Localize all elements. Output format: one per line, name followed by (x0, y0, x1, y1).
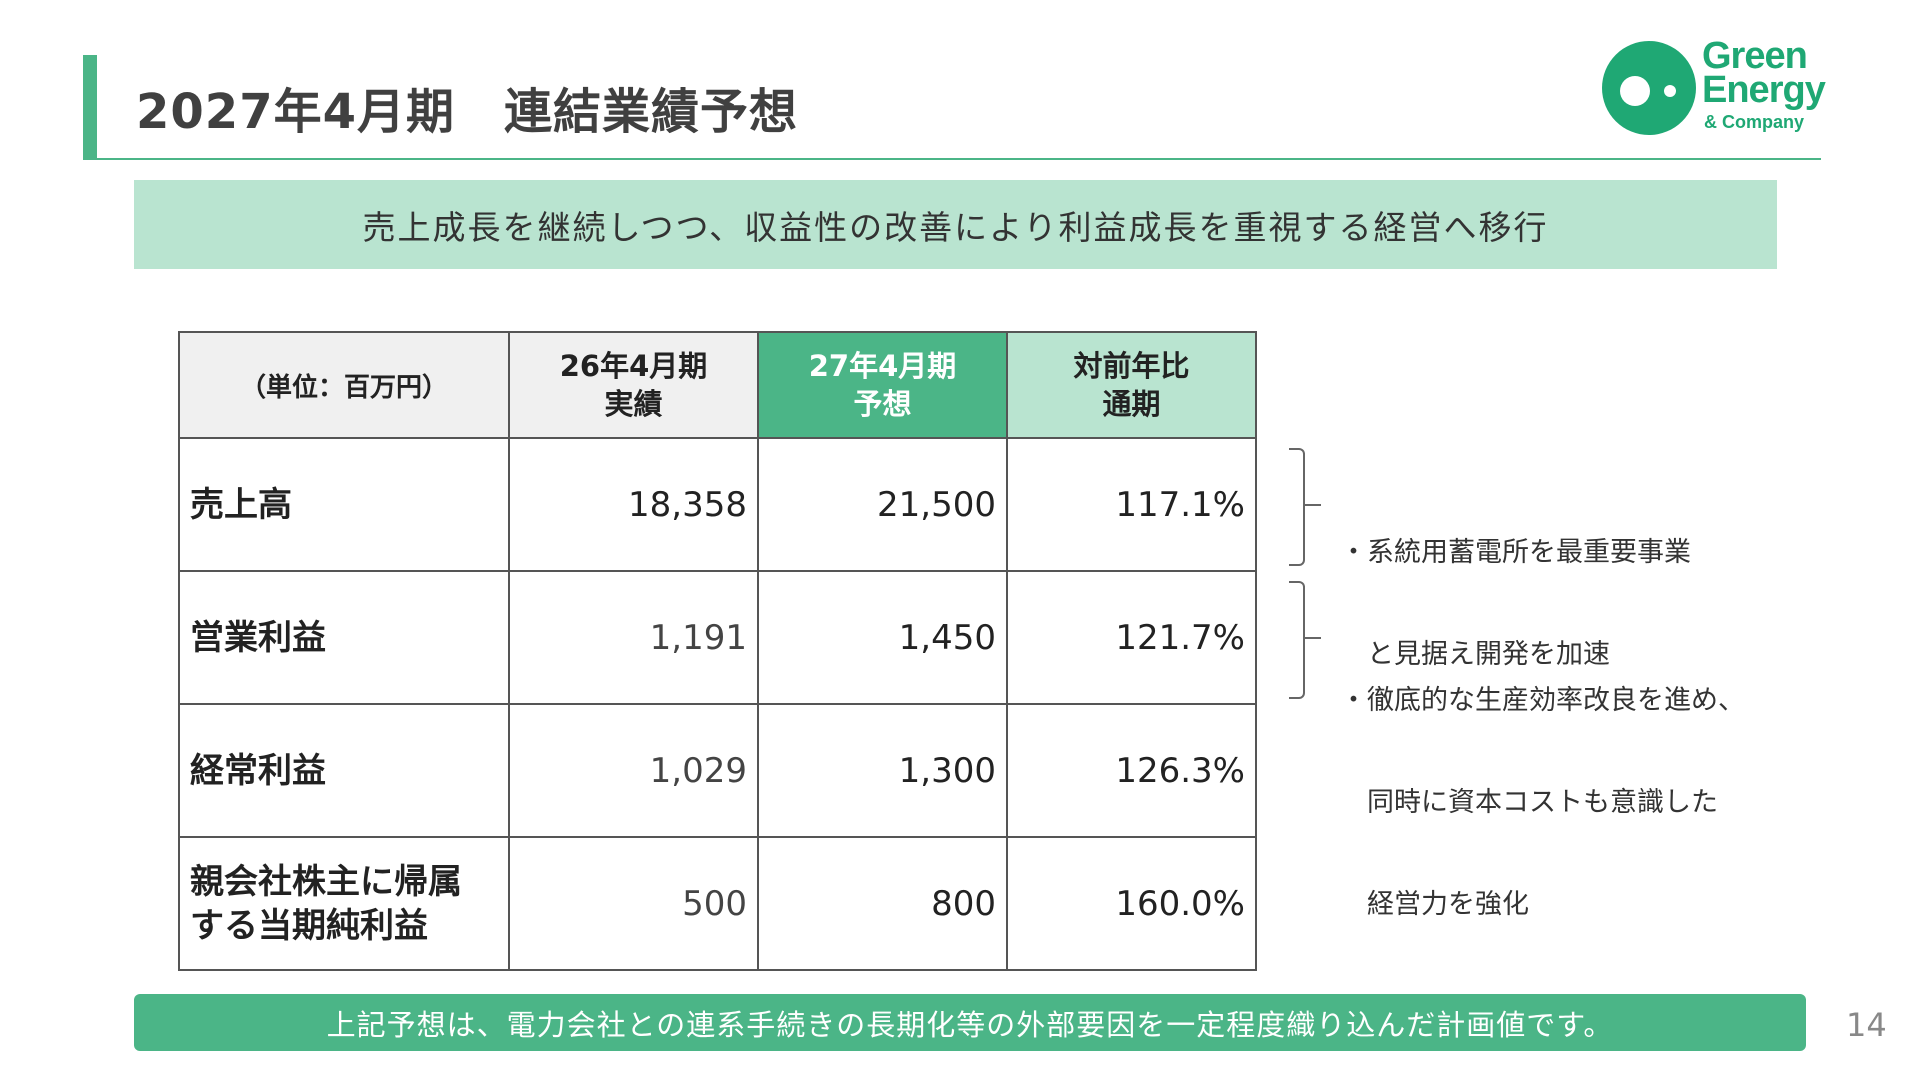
note-line: と見据え開発を加速 (1340, 639, 1610, 670)
company-logo: Green Energy & Company (1602, 36, 1834, 140)
bracket-operating (1289, 581, 1305, 699)
title-divider (83, 158, 1821, 160)
logo-dot-large (1620, 76, 1650, 106)
note-operating: ・徹底的な生産効率改良を進め、 同時に資本コストも意識した 経営力を強化 (1340, 616, 1745, 956)
cell-actual: 500 (508, 836, 759, 971)
cell-yoy: 126.3% (1006, 703, 1257, 838)
logo-dot-small (1664, 85, 1676, 97)
note-line: ・徹底的な生産効率改良を進め、 (1340, 685, 1745, 716)
logo-circle-icon (1602, 41, 1696, 135)
page-number: 14 (1846, 1006, 1887, 1044)
logo-text-green: Green (1702, 35, 1808, 77)
row-label-net-income: 親会社株主に帰属 する当期純利益 (178, 836, 510, 971)
row-label-line1: 親会社株主に帰属 (190, 861, 462, 902)
bracket-sales-tick (1305, 504, 1321, 506)
column-header-actual-line2: 実績 (604, 387, 663, 421)
column-header-forecast-line2: 予想 (853, 387, 912, 421)
footer-disclaimer-text: 上記予想は、電力会社との連系手続きの長期化等の外部要因を一定程度織り込んだ計画値… (326, 1007, 1614, 1042)
cell-actual: 1,191 (508, 570, 759, 705)
logo-text-energy: Energy (1702, 69, 1826, 111)
forecast-table: （単位：百万円） 26年4月期 実績 27年4月期 予想 対前年比 通期 売上高… (178, 331, 1257, 971)
cell-actual: 1,029 (508, 703, 759, 838)
table-header-row: （単位：百万円） 26年4月期 実績 27年4月期 予想 対前年比 通期 (178, 331, 1257, 439)
column-header-actual: 26年4月期 実績 (508, 331, 759, 439)
footer-disclaimer: 上記予想は、電力会社との連系手続きの長期化等の外部要因を一定程度織り込んだ計画値… (134, 994, 1806, 1051)
bracket-sales (1289, 448, 1305, 566)
unit-label: （単位：百万円） (178, 331, 510, 439)
row-label-operating-profit: 営業利益 (178, 570, 510, 705)
row-label-line1: 営業利益 (190, 617, 326, 658)
cell-yoy: 160.0% (1006, 836, 1257, 971)
column-header-forecast-line1: 27年4月期 (808, 349, 957, 383)
column-header-actual-line1: 26年4月期 (559, 349, 708, 383)
note-line: ・系統用蓄電所を最重要事業 (1340, 537, 1691, 568)
note-line: 同時に資本コストも意識した (1340, 787, 1718, 818)
logo-text-company: & Company (1704, 112, 1805, 132)
row-label-line2: する当期純利益 (190, 905, 428, 946)
cell-forecast: 1,300 (757, 703, 1008, 838)
cell-forecast: 21,500 (757, 437, 1008, 572)
table-row: 営業利益 1,191 1,450 121.7% (178, 570, 1257, 705)
column-header-yoy-line1: 対前年比 (1073, 349, 1190, 383)
strategy-banner-text: 売上成長を継続しつつ、収益性の改善により利益成長を重視する経営へ移行 (362, 207, 1549, 247)
row-label-ordinary-profit: 経常利益 (178, 703, 510, 838)
row-label-sales: 売上高 (178, 437, 510, 572)
table-row: 経常利益 1,029 1,300 126.3% (178, 703, 1257, 838)
column-header-yoy: 対前年比 通期 (1006, 331, 1257, 439)
row-label-line1: 売上高 (190, 484, 292, 525)
cell-yoy: 121.7% (1006, 570, 1257, 705)
cell-forecast: 1,450 (757, 570, 1008, 705)
title-accent-bar (83, 55, 97, 158)
column-header-forecast: 27年4月期 予想 (757, 331, 1008, 439)
table-row: 親会社株主に帰属 する当期純利益 500 800 160.0% (178, 836, 1257, 971)
strategy-banner: 売上成長を継続しつつ、収益性の改善により利益成長を重視する経営へ移行 (134, 180, 1777, 269)
note-line: 経営力を強化 (1340, 889, 1529, 920)
note-sales: ・系統用蓄電所を最重要事業 と見据え開発を加速 (1340, 468, 1691, 706)
cell-yoy: 117.1% (1006, 437, 1257, 572)
column-header-yoy-line2: 通期 (1102, 387, 1161, 421)
cell-actual: 18,358 (508, 437, 759, 572)
row-label-line1: 経常利益 (190, 750, 326, 791)
page-title: 2027年4月期 連結業績予想 (136, 84, 798, 140)
bracket-operating-tick (1305, 637, 1321, 639)
table-row: 売上高 18,358 21,500 117.1% (178, 437, 1257, 572)
cell-forecast: 800 (757, 836, 1008, 971)
